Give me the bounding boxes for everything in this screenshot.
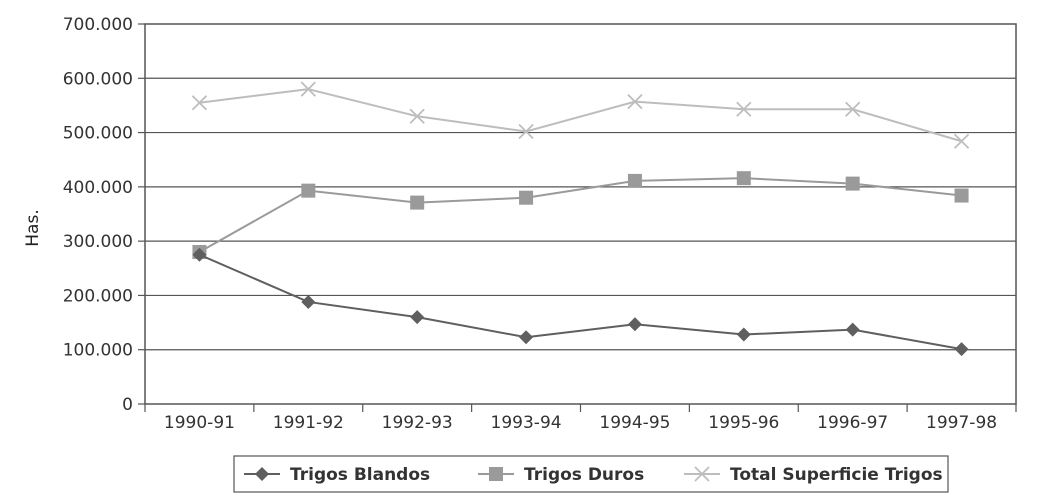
legend-marker: [694, 466, 710, 482]
legend-marker: [489, 467, 503, 481]
data-point: [736, 327, 751, 342]
y-axis-label: Has.: [23, 209, 43, 246]
series-line: [199, 253, 962, 351]
marker-stroke: [736, 101, 752, 117]
x-tick-label: 1994-95: [599, 413, 670, 433]
data-point: [845, 101, 861, 117]
series-trigos-blandos: [192, 247, 969, 357]
legend-label: Trigos Duros: [524, 465, 644, 485]
marker-stroke: [953, 133, 970, 149]
x-tick-label: 1990-91: [164, 413, 235, 433]
x-tick-label: 1996-97: [817, 413, 888, 433]
x-tick-label: 1997-98: [926, 413, 997, 433]
series-line: [199, 88, 962, 143]
y-tick-label: 0: [122, 395, 133, 415]
gridlines: [145, 77, 1016, 351]
x-tick-label: 1992-93: [382, 413, 453, 433]
series-group: [191, 81, 970, 357]
plot-area: [144, 23, 1017, 405]
y-tick-label: 200.000: [63, 286, 133, 306]
marker-stroke: [845, 101, 861, 117]
marker-stroke: [191, 95, 208, 111]
data-point: [191, 95, 208, 111]
y-axis-ticks: 0 100.000 200.000 300.000 400.000 500.000 600.…: [63, 15, 145, 415]
data-point: [410, 195, 425, 210]
legend-label: Total Superficie Trigos: [730, 465, 943, 485]
y-tick-label: 500.000: [63, 124, 133, 144]
data-point: [409, 108, 425, 124]
data-point: [519, 190, 534, 205]
data-point: [736, 171, 751, 186]
marker-stroke: [694, 466, 710, 482]
x-tick-label: 1991-92: [273, 413, 344, 433]
series-total-superficie-trigos: [191, 81, 970, 149]
data-point: [736, 101, 752, 117]
legend-marker: [255, 467, 269, 481]
legend-item: Trigos Blandos: [244, 465, 430, 485]
data-point: [518, 123, 534, 140]
x-tick-label: 1995-96: [708, 413, 779, 433]
marker-stroke: [627, 93, 643, 110]
data-point: [192, 247, 207, 262]
x-axis-ticks: 1990-91 1991-92 1992-93 1993-94 1994-95 1995-…: [144, 404, 1017, 433]
x-tick-label: 1993-94: [491, 413, 562, 433]
data-point: [627, 173, 642, 188]
data-point: [953, 133, 970, 149]
legend-box: [233, 455, 949, 493]
data-point: [845, 322, 860, 337]
legend-item: Trigos Duros: [478, 465, 644, 485]
marker-stroke: [300, 81, 316, 97]
data-point: [627, 317, 642, 332]
data-point: [410, 310, 425, 325]
marker-stroke: [409, 108, 425, 124]
series-line: [198, 177, 962, 253]
legend-label: Trigos Blandos: [290, 465, 430, 485]
y-tick-label: 600.000: [63, 69, 133, 89]
legend: Trigos Blandos Trigos Duros Total Superfic…: [233, 455, 949, 493]
data-point: [519, 330, 534, 345]
y-tick-label: 300.000: [63, 232, 133, 252]
y-tick-label: 700.000: [63, 15, 133, 35]
data-point: [301, 294, 316, 309]
data-point: [301, 183, 316, 198]
data-point: [954, 342, 969, 357]
data-point: [954, 188, 969, 203]
marker-stroke: [518, 123, 534, 140]
data-point: [845, 176, 860, 191]
y-tick-label: 400.000: [63, 178, 133, 198]
data-point: [300, 81, 316, 97]
data-point: [627, 93, 643, 110]
legend-item: Total Superficie Trigos: [684, 465, 943, 485]
y-tick-label: 100.000: [63, 341, 133, 361]
